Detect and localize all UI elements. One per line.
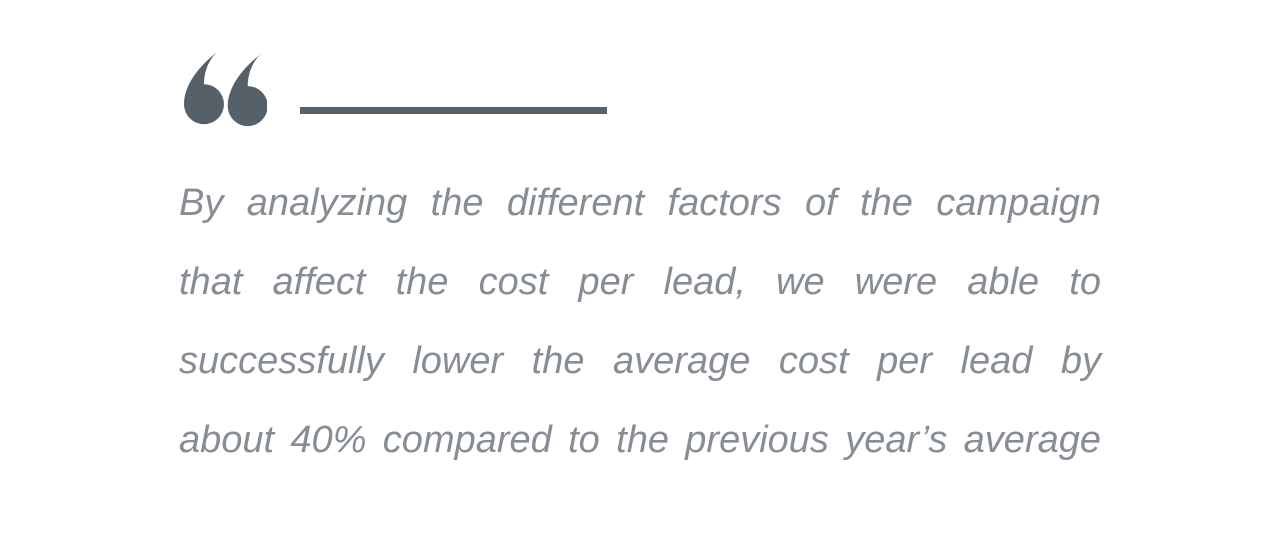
quote-line: successfully lower the average cost per … bbox=[179, 340, 1101, 382]
quote-block: By analyzing the different factors of th… bbox=[179, 0, 1101, 480]
divider-line bbox=[300, 107, 607, 114]
quote-open-icon bbox=[179, 50, 267, 128]
quote-line: that affect the cost per lead, we were a… bbox=[179, 261, 1101, 303]
quote-header bbox=[179, 50, 1101, 130]
quote-line: about 40% compared to the previous year’… bbox=[179, 419, 1101, 461]
quote-line: By analyzing the different factors of th… bbox=[179, 182, 1101, 224]
quote-text: By analyzing the different factors of th… bbox=[179, 164, 1101, 480]
